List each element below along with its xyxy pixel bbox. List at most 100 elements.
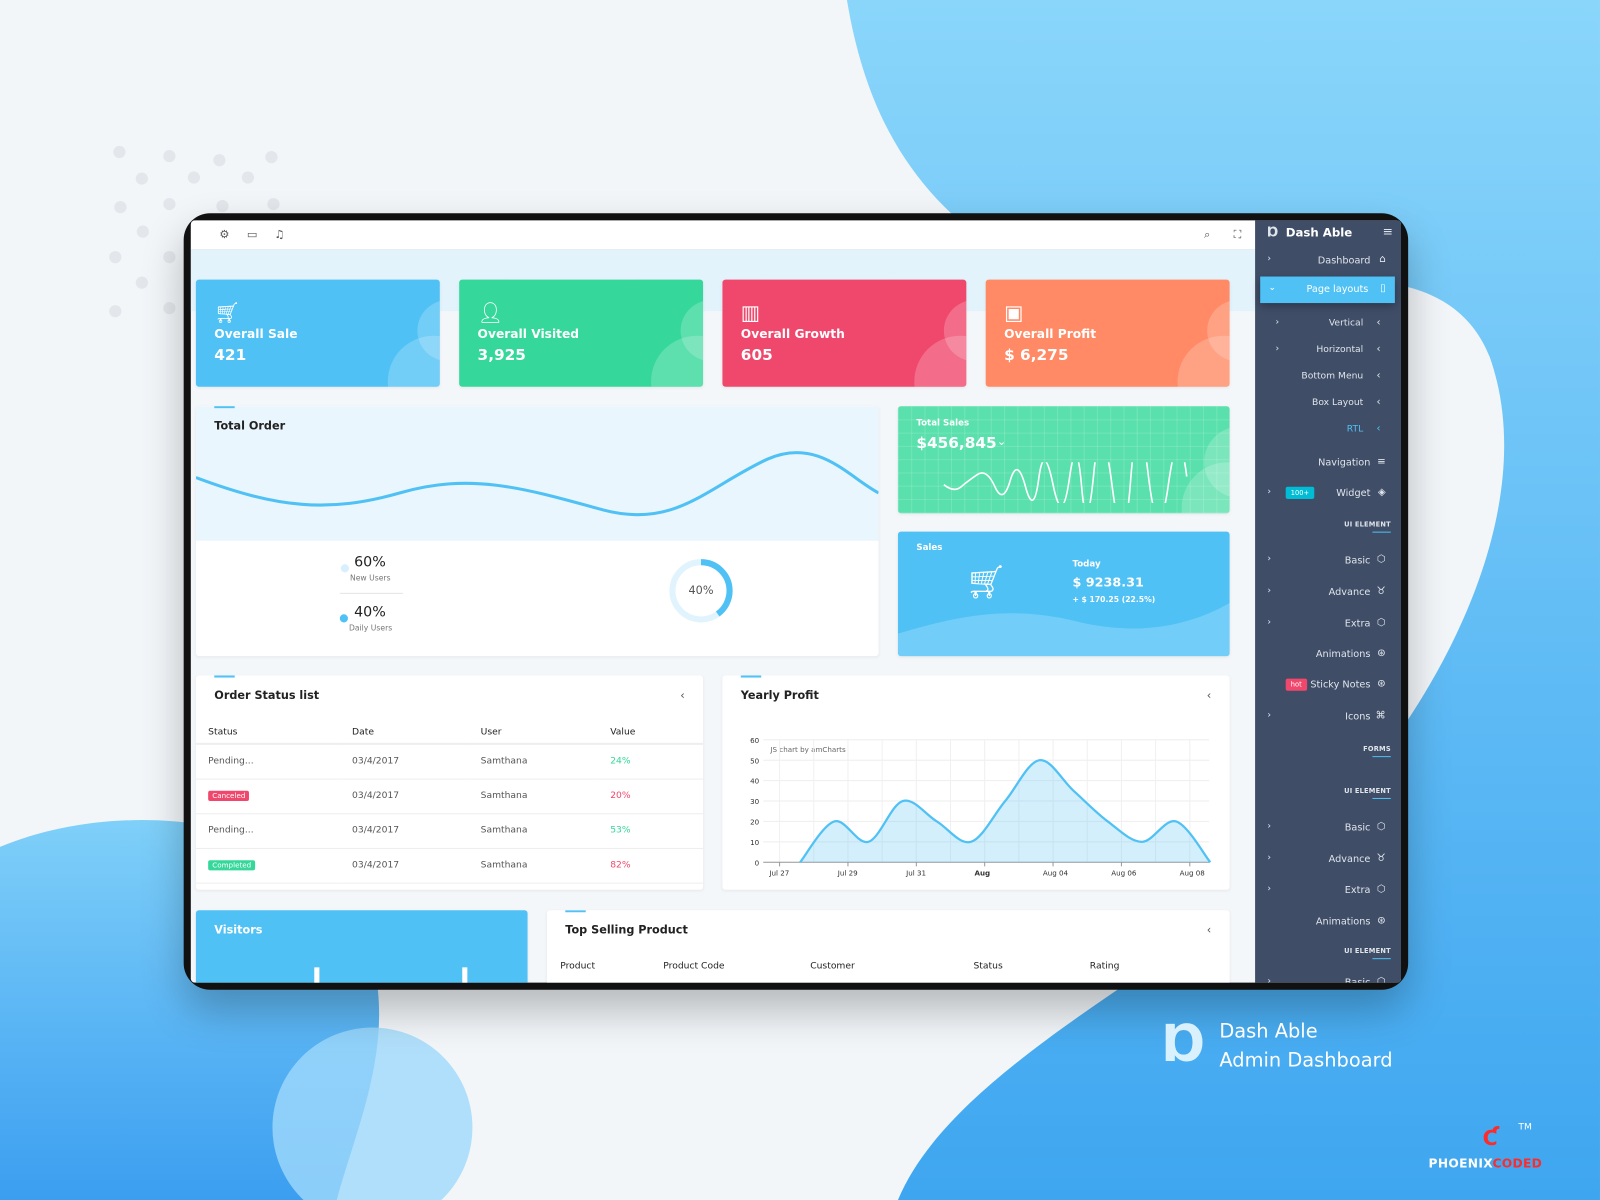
value-cell: 82% [597, 847, 704, 884]
sidebar-item-label: FORMS [1363, 744, 1391, 754]
series-area [800, 760, 1211, 863]
status-badge: Completed [208, 860, 256, 871]
chevron-left-icon: ‹ [1376, 317, 1381, 329]
date-cell: 03/4/2017 [339, 813, 469, 849]
sidebar-item-label: Icons [1345, 711, 1371, 723]
chevron-right-icon: › [1267, 486, 1272, 497]
visitors-title: Visitors [214, 923, 263, 937]
decor-dot [109, 251, 122, 264]
column-header: Customer [810, 961, 855, 972]
sidebar-item-icons[interactable]: › Icons ⌘ [1255, 707, 1401, 727]
chevron-left-icon[interactable]: ‹ [680, 688, 685, 703]
sidebar-item-vertical[interactable]: › Vertical ‹ [1255, 314, 1401, 334]
sidebar-item-label: Navigation [1318, 457, 1371, 469]
sidebar-item-advance[interactable]: › Advance ♉ [1255, 850, 1401, 870]
chevron-down-icon[interactable]: ⌄ [996, 434, 1007, 448]
aperture-icon: ⊛ [1377, 915, 1386, 927]
fullscreen-icon[interactable]: ⛶ [1233, 227, 1242, 241]
user-cell: Samthana [468, 778, 598, 814]
x-tick-label: Jul 27 [768, 869, 789, 878]
total-sales-value: $456,845 [916, 433, 997, 453]
chevron-right-icon: › [1267, 585, 1272, 596]
chevron-left-icon[interactable]: ‹ [1206, 923, 1212, 937]
box-icon: ⬡ [1376, 617, 1386, 629]
sidebar-item-basic[interactable]: › Basic ⬡ [1255, 973, 1401, 983]
sidebar-item-rtl[interactable]: RTL ‹ [1255, 420, 1401, 440]
box-icon: ⬡ [1376, 976, 1386, 983]
layout-icon: ▯ [1380, 282, 1386, 294]
sidebar-item-widget[interactable]: › 100+ Widget ◈ [1255, 484, 1401, 504]
decor-dot [163, 302, 176, 315]
sidebar-item-page-layouts[interactable]: ⌄ Page layouts ▯ [1260, 276, 1395, 304]
sidebar-item-dashboard[interactable]: › Dashboard ⌂ [1255, 251, 1401, 271]
sidebar-item-label: Basic [1344, 822, 1371, 834]
sidebar-item-label: Box Layout [1312, 397, 1364, 409]
bell-icon[interactable]: ♫ [274, 227, 285, 241]
date-cell: 03/4/2017 [339, 778, 469, 814]
decor-dot [213, 154, 226, 167]
value-cell: 20% [597, 778, 704, 814]
sidebar-item-ui-element: UI ELEMENT [1255, 783, 1401, 803]
sidebar-item-label: Advance [1328, 854, 1371, 866]
dashboard-screen: ⚙ ▭ ♫ ⌕ ⛶ 🛒︎ Overall Sale 421 👤︎ Overall Vis… [190, 220, 1402, 983]
table-row[interactable]: Pending... 03/4/2017 Samthana 53% [195, 813, 704, 849]
today-label: Today [1072, 559, 1101, 570]
sidebar-item-advance[interactable]: › Advance ♉ [1255, 583, 1401, 603]
topbar: ⚙ ▭ ♫ ⌕ ⛶ [190, 220, 1256, 250]
message-icon[interactable]: ▭ [246, 227, 258, 241]
visitors-card: Visitors [195, 910, 528, 983]
stat-title: Overall Sale [214, 326, 298, 341]
layers-icon: ◈ [1377, 486, 1386, 498]
column-header: Rating [1089, 961, 1120, 972]
search-icon[interactable]: ⌕ [1204, 227, 1211, 241]
total-sales-title: Total Sales [916, 418, 970, 429]
sidebar-item-extra[interactable]: › Extra ⬡ [1255, 614, 1401, 634]
sidebar-item-label: Extra [1344, 618, 1371, 630]
decor-dot [135, 276, 148, 289]
sidebar-item-horizontal[interactable]: › Horizontal ‹ [1255, 341, 1401, 361]
x-tick-label: Aug 06 [1111, 869, 1137, 878]
table-row[interactable]: Canceled 03/4/2017 Samthana 20% [195, 778, 704, 814]
chevron-left-icon[interactable]: ‹ [1206, 688, 1212, 703]
sidebar-item-box-layout[interactable]: Box Layout ‹ [1255, 394, 1401, 414]
stat-card: 👤︎ Overall Visited 3,925 [459, 279, 704, 387]
chevron-down-icon: ⌄ [1268, 282, 1277, 293]
chevron-left-icon: ‹ [1376, 396, 1381, 409]
hamburger-menu-icon[interactable]: ≡ [1382, 224, 1393, 239]
sidebar-item-bottom-menu[interactable]: Bottom Menu ‹ [1255, 367, 1401, 387]
total-order-card: Total Order 60% New Users 40% Daily User… [195, 406, 879, 657]
table-row[interactable]: Pending... 03/4/2017 Samthana 24% [195, 743, 704, 780]
chevron-left-icon: ‹ [1376, 423, 1381, 435]
sidebar-badge: 100+ [1285, 486, 1315, 499]
chevron-right-icon: › [1275, 343, 1280, 355]
sidebar-item-label: UI ELEMENT [1344, 946, 1391, 956]
gear-icon[interactable]: ⚙ [219, 227, 230, 241]
aperture-icon: ⊛ [1377, 678, 1386, 690]
column-header: Product Code [663, 961, 725, 972]
user-icon: 👤︎ [477, 299, 504, 325]
sidebar-item-navigation[interactable]: Navigation ≡ [1255, 453, 1401, 473]
sidebar-item-basic[interactable]: › Basic ⬡ [1255, 551, 1401, 571]
order-status-card: Order Status list ‹ Status Date User Value … [195, 675, 704, 890]
sidebar-item-basic[interactable]: › Basic ⬡ [1255, 818, 1401, 838]
value-cell: 53% [597, 813, 704, 849]
sidebar-item-sticky-notes[interactable]: hot Sticky Notes ⊛ [1255, 676, 1401, 696]
column-header: Status [973, 961, 1003, 972]
branding-line2: Admin Dashboard [1219, 1048, 1393, 1072]
sidebar-item-animations[interactable]: Animations ⊛ [1255, 645, 1401, 665]
trademark: TM [1518, 1122, 1532, 1133]
y-tick-label: 20 [750, 817, 760, 826]
decor-dot [187, 171, 200, 184]
sidebar-item-animations[interactable]: Animations ⊛ [1255, 912, 1401, 932]
sidebar-item-extra[interactable]: › Extra ⬡ [1255, 881, 1401, 901]
box-icon: ⬡ [1376, 821, 1386, 833]
y-tick-label: 30 [750, 797, 760, 806]
table-row[interactable]: Completed 03/4/2017 Samthana 82% [195, 847, 704, 884]
column-header: Value [597, 721, 704, 745]
stat-title: Overall Visited [477, 326, 580, 341]
total-sales-sparkline [943, 462, 1188, 504]
bar-chart-icon: ▥ [740, 299, 761, 325]
decor-dot [241, 171, 255, 184]
cart-icon: 🛒︎ [965, 562, 1007, 602]
decor-dot [109, 305, 122, 318]
